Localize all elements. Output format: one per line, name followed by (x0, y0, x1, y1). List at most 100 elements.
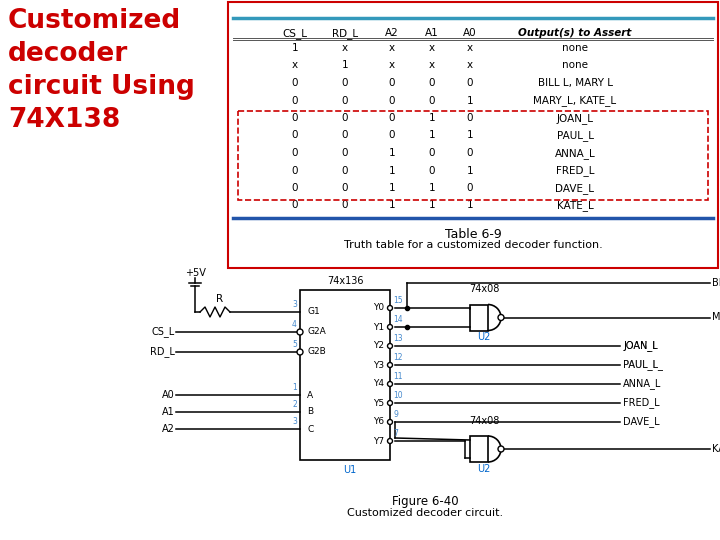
Text: 1: 1 (342, 60, 348, 71)
Text: 1: 1 (467, 165, 473, 176)
Circle shape (387, 420, 392, 424)
Circle shape (387, 438, 392, 443)
Text: 1: 1 (467, 200, 473, 211)
Text: A0: A0 (162, 390, 175, 400)
Text: 1: 1 (389, 183, 395, 193)
Text: Y0: Y0 (373, 303, 384, 313)
Text: G2A: G2A (307, 327, 325, 336)
Text: 1: 1 (428, 200, 436, 211)
Text: CS_L: CS_L (152, 327, 175, 338)
Text: A2: A2 (162, 424, 175, 434)
Text: CS_L: CS_L (282, 28, 307, 39)
Text: 1: 1 (467, 131, 473, 140)
Circle shape (387, 325, 392, 329)
Text: 0: 0 (389, 96, 395, 105)
Text: 1: 1 (292, 43, 298, 53)
Text: 1: 1 (467, 96, 473, 105)
Text: Output(s) to Assert: Output(s) to Assert (518, 28, 631, 38)
Text: 1: 1 (428, 183, 436, 193)
Text: 13: 13 (393, 334, 402, 343)
Text: 7: 7 (393, 429, 398, 438)
Text: DAVE_L: DAVE_L (623, 416, 660, 428)
Text: 0: 0 (342, 96, 348, 105)
Text: ANNA_L: ANNA_L (623, 379, 662, 389)
Text: none: none (562, 43, 588, 53)
Text: BILL L: BILL L (712, 278, 720, 288)
Text: 0: 0 (342, 131, 348, 140)
Text: 0: 0 (467, 113, 473, 123)
Text: 2: 2 (292, 400, 297, 409)
Circle shape (297, 329, 303, 335)
Text: 1: 1 (389, 165, 395, 176)
Text: 0: 0 (292, 200, 298, 211)
Text: Y5: Y5 (373, 399, 384, 408)
Text: B: B (307, 408, 313, 416)
Text: 0: 0 (467, 148, 473, 158)
Text: Y3: Y3 (373, 361, 384, 369)
Text: x: x (429, 60, 435, 71)
Text: 1: 1 (292, 383, 297, 392)
Text: 14: 14 (393, 315, 402, 324)
Text: 0: 0 (428, 148, 436, 158)
Text: JOAN_L: JOAN_L (623, 341, 658, 352)
Circle shape (498, 314, 504, 321)
Text: 3: 3 (292, 300, 297, 309)
Text: Y1: Y1 (373, 322, 384, 332)
Text: G1: G1 (307, 307, 320, 316)
Text: 0: 0 (292, 183, 298, 193)
Text: ANNA_L: ANNA_L (554, 148, 595, 159)
Text: 5: 5 (292, 340, 297, 349)
Text: 0: 0 (342, 183, 348, 193)
Circle shape (387, 362, 392, 368)
Text: x: x (342, 43, 348, 53)
Text: 0: 0 (292, 148, 298, 158)
Text: 1: 1 (389, 148, 395, 158)
Text: 0: 0 (342, 113, 348, 123)
Text: 9: 9 (393, 410, 398, 419)
Text: RD_L: RD_L (150, 347, 175, 357)
Text: x: x (429, 43, 435, 53)
Bar (470, 436, 488, 462)
Circle shape (387, 343, 392, 348)
Text: 0: 0 (292, 131, 298, 140)
Text: 0: 0 (467, 183, 473, 193)
Text: PAUL_L_: PAUL_L_ (623, 360, 663, 370)
Text: PAUL_L_: PAUL_L_ (623, 360, 663, 370)
Circle shape (297, 349, 303, 355)
Text: Y4: Y4 (373, 380, 384, 388)
Text: 0: 0 (389, 131, 395, 140)
Text: 74x08: 74x08 (469, 285, 499, 294)
Text: .JOAN_L: .JOAN_L (623, 341, 661, 352)
Text: 0: 0 (389, 113, 395, 123)
Text: x: x (467, 43, 473, 53)
Text: BILL L, MARY L: BILL L, MARY L (538, 78, 613, 88)
Text: 0: 0 (428, 96, 436, 105)
Text: RD_L: RD_L (332, 28, 358, 39)
Text: x: x (389, 60, 395, 71)
Text: 12: 12 (393, 353, 402, 362)
Text: x: x (292, 60, 298, 71)
Text: 0: 0 (428, 165, 436, 176)
Text: Customized decoder circuit.: Customized decoder circuit. (347, 508, 503, 518)
Text: U2: U2 (477, 464, 491, 474)
Text: 0: 0 (389, 78, 395, 88)
Text: 0: 0 (292, 165, 298, 176)
Text: 0: 0 (428, 78, 436, 88)
Text: Table 6-9: Table 6-9 (445, 228, 501, 241)
Bar (300, 290, 390, 460)
Text: KATE_L: KATE_L (557, 200, 593, 211)
Text: 74x136: 74x136 (327, 276, 364, 286)
Text: 0: 0 (342, 200, 348, 211)
Text: 15: 15 (393, 296, 402, 305)
Text: A1: A1 (162, 407, 175, 417)
Circle shape (387, 401, 392, 406)
Bar (238, 111, 708, 199)
Text: x: x (467, 60, 473, 71)
Text: 10: 10 (393, 391, 402, 400)
Text: A: A (307, 390, 313, 400)
Text: x: x (389, 43, 395, 53)
Text: 3: 3 (292, 417, 297, 426)
Text: U1: U1 (343, 465, 356, 475)
Text: 0: 0 (342, 165, 348, 176)
Text: 4: 4 (292, 320, 297, 329)
